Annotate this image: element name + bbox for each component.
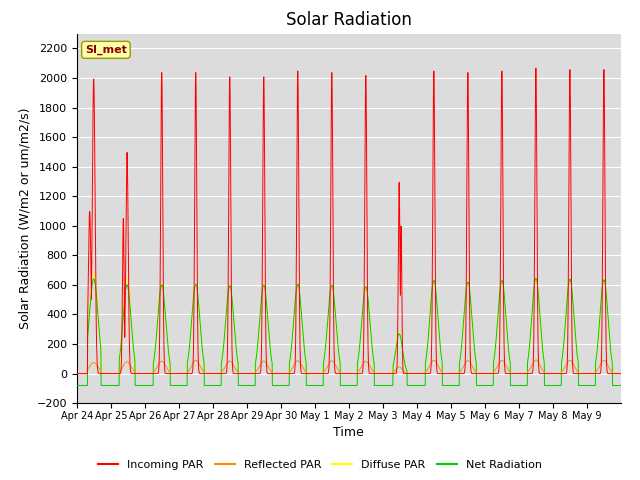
Title: Solar Radiation: Solar Radiation <box>286 11 412 29</box>
X-axis label: Time: Time <box>333 426 364 439</box>
Legend: Incoming PAR, Reflected PAR, Diffuse PAR, Net Radiation: Incoming PAR, Reflected PAR, Diffuse PAR… <box>94 456 546 474</box>
Y-axis label: Solar Radiation (W/m2 or um/m2/s): Solar Radiation (W/m2 or um/m2/s) <box>18 108 31 329</box>
Text: SI_met: SI_met <box>85 45 127 55</box>
